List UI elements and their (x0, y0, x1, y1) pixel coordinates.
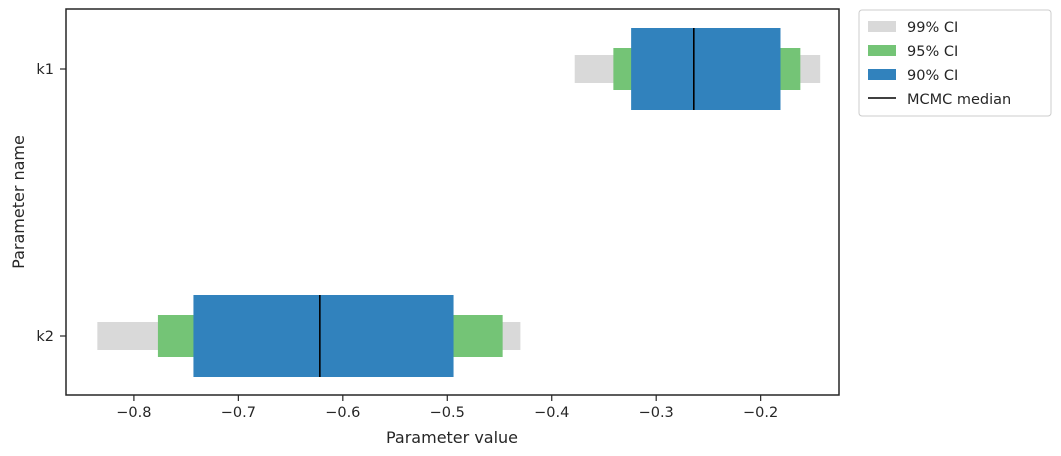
bar-90ci-k1 (631, 28, 781, 110)
legend-swatch-99ci (868, 21, 896, 32)
x-tick-label: −0.5 (430, 405, 465, 421)
x-tick-label: −0.3 (639, 405, 674, 421)
legend-label-median: MCMC median (907, 92, 1011, 108)
bars-layer (97, 28, 821, 377)
bar-90ci-k2 (193, 295, 454, 377)
x-tick-label: −0.2 (743, 405, 778, 421)
plot-frame (65, 8, 840, 396)
x-axis-label: Parameter value (386, 428, 518, 447)
legend-swatch-90ci (868, 69, 896, 80)
legend-label-99ci: 99% CI (907, 20, 958, 36)
x-tick-label: −0.4 (534, 405, 569, 421)
legend-frame (858, 9, 1052, 117)
legend-label-90ci: 90% CI (907, 68, 958, 84)
legend: 99% CI 95% CI 90% CI MCMC median (858, 9, 1052, 117)
x-tick-label: −0.6 (325, 405, 360, 421)
legend-label-95ci: 95% CI (907, 44, 958, 60)
y-axis-label: Parameter name (9, 135, 28, 269)
y-axis: k1 k2 (36, 62, 66, 345)
x-tick-label: −0.7 (221, 405, 256, 421)
y-tick-label-k1: k1 (36, 62, 54, 78)
y-tick-label-k2: k2 (36, 329, 54, 345)
median-layer (319, 28, 695, 377)
x-axis: −0.8 −0.7 −0.6 −0.5 −0.4 −0.3 −0.2 (116, 395, 778, 421)
x-tick-label: −0.8 (116, 405, 151, 421)
legend-swatch-95ci (868, 45, 896, 56)
